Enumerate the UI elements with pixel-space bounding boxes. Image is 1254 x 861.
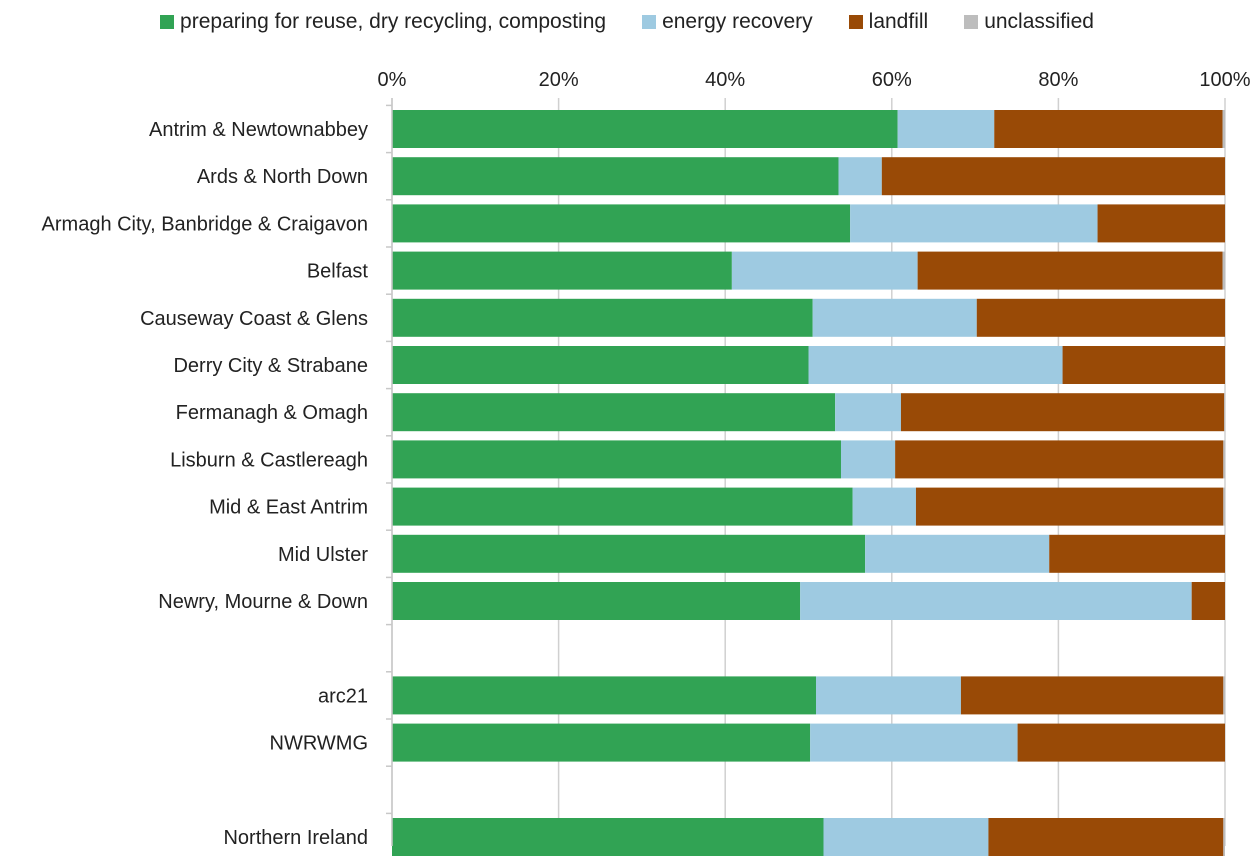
bar-preparing-for-reuse-dry-recycling-composting-lisburn-castlereagh <box>392 440 841 479</box>
bar-energy-recovery-derry-city-strabane <box>808 346 1063 384</box>
legend-swatch <box>964 15 979 29</box>
category-label-newry-mourne-down: Newry, Mourne & Down <box>158 591 368 613</box>
bar-preparing-for-reuse-dry-recycling-composting-causeway-coast-glens <box>392 298 813 337</box>
legend-item-energy-recovery: energy recovery <box>642 10 813 34</box>
bar-preparing-for-reuse-dry-recycling-composting-northern-ireland <box>392 818 824 856</box>
y-axis <box>386 98 393 846</box>
category-label-mid-east-antrim: Mid & East Antrim <box>209 497 368 519</box>
bar-landfill-nwrwmg <box>1017 723 1225 762</box>
x-tick-label: 60% <box>872 69 912 91</box>
bar-energy-recovery-belfast <box>731 251 918 290</box>
legend-label: unclassified <box>984 10 1094 33</box>
bar-energy-recovery-northern-ireland <box>823 818 989 856</box>
bar-landfill-northern-ireland <box>988 818 1224 856</box>
bar-landfill-armagh-city-banbridge-craigavon <box>1097 204 1225 243</box>
bar-energy-recovery-armagh-city-banbridge-craigavon <box>850 204 1098 243</box>
category-label-nwrwmg: NWRWMG <box>270 733 369 755</box>
bar-preparing-for-reuse-dry-recycling-composting-mid-east-antrim <box>392 487 853 526</box>
bar-energy-recovery-mid-ulster <box>865 534 1050 573</box>
category-label-causeway-coast-glens: Causeway Coast & Glens <box>140 308 368 330</box>
x-tick-label: 40% <box>705 69 745 91</box>
bar-landfill-antrim-newtownabbey <box>994 110 1223 148</box>
bar-landfill-causeway-coast-glens <box>976 298 1225 337</box>
legend-item-preparing-for-reuse-dry-recycling-composting: preparing for reuse, dry recycling, comp… <box>160 10 606 34</box>
bar-landfill-lisburn-castlereagh <box>895 440 1224 479</box>
x-axis-ticks: 0% 20% 40% 60% 80% 100% <box>378 69 1251 91</box>
category-label-derry-city-strabane: Derry City & Strabane <box>173 355 368 377</box>
bar-unclassified-arc21 <box>1223 676 1225 715</box>
x-tick-label: 20% <box>539 69 579 91</box>
category-label-lisburn-castlereagh: Lisburn & Castlereagh <box>170 449 368 471</box>
bars <box>392 110 1225 856</box>
bar-unclassified-fermanagh-omagh <box>1224 393 1225 432</box>
category-label-arc21: arc21 <box>318 685 368 707</box>
bar-energy-recovery-causeway-coast-glens <box>812 298 977 337</box>
bar-unclassified-mid-east-antrim <box>1223 487 1225 526</box>
category-labels: Antrim & Newtownabbey Ards & North Down Ar… <box>42 119 369 849</box>
category-label-armagh-city-banbridge-craigavon: Armagh City, Banbridge & Craigavon <box>42 213 368 235</box>
x-tick-label: 100% <box>1199 69 1250 91</box>
bar-energy-recovery-antrim-newtownabbey <box>897 110 995 148</box>
category-label-fermanagh-omagh: Fermanagh & Omagh <box>176 402 368 424</box>
bar-landfill-ards-north-down <box>881 157 1225 196</box>
x-tick-label: 0% <box>378 69 407 91</box>
bar-unclassified-lisburn-castlereagh <box>1223 440 1225 479</box>
legend-swatch <box>160 15 175 29</box>
bar-landfill-mid-east-antrim <box>915 487 1224 526</box>
bar-energy-recovery-arc21 <box>815 676 961 715</box>
bar-preparing-for-reuse-dry-recycling-composting-belfast <box>392 251 732 290</box>
category-label-mid-ulster: Mid Ulster <box>278 544 368 566</box>
bar-preparing-for-reuse-dry-recycling-composting-ards-north-down <box>392 157 839 196</box>
bar-preparing-for-reuse-dry-recycling-composting-antrim-newtownabbey <box>392 110 898 148</box>
legend-item-landfill: landfill <box>848 10 929 34</box>
bar-preparing-for-reuse-dry-recycling-composting-armagh-city-banbridge-craigavon <box>392 204 851 243</box>
bar-energy-recovery-newry-mourne-down <box>800 582 1192 620</box>
legend-label: energy recovery <box>662 10 813 33</box>
bar-energy-recovery-mid-east-antrim <box>852 487 916 526</box>
chart-legend: preparing for reuse, dry recycling, comp… <box>0 10 1254 34</box>
bar-energy-recovery-fermanagh-omagh <box>835 393 901 432</box>
legend-item-unclassified: unclassified <box>964 10 1094 34</box>
legend-swatch <box>848 15 863 29</box>
bar-unclassified-northern-ireland <box>1223 818 1225 856</box>
bar-energy-recovery-ards-north-down <box>838 157 882 196</box>
category-label-belfast: Belfast <box>307 261 369 283</box>
legend-swatch <box>642 15 657 29</box>
bar-landfill-newry-mourne-down <box>1191 582 1225 620</box>
bar-landfill-arc21 <box>960 676 1224 715</box>
bar-landfill-belfast <box>917 251 1223 290</box>
category-label-northern-ireland: Northern Ireland <box>223 827 368 849</box>
bar-preparing-for-reuse-dry-recycling-composting-mid-ulster <box>392 534 866 573</box>
bar-preparing-for-reuse-dry-recycling-composting-nwrwmg <box>392 723 811 762</box>
category-label-antrim-newtownabbey: Antrim & Newtownabbey <box>149 119 368 141</box>
legend-label: landfill <box>868 10 929 33</box>
bar-landfill-derry-city-strabane <box>1062 346 1225 384</box>
x-tick-label: 80% <box>1038 69 1078 91</box>
bar-preparing-for-reuse-dry-recycling-composting-fermanagh-omagh <box>392 393 836 432</box>
bar-energy-recovery-nwrwmg <box>810 723 1018 762</box>
bar-preparing-for-reuse-dry-recycling-composting-arc21 <box>392 676 816 715</box>
bar-landfill-fermanagh-omagh <box>900 393 1225 432</box>
bar-landfill-mid-ulster <box>1049 534 1225 573</box>
bar-unclassified-antrim-newtownabbey <box>1222 110 1225 148</box>
legend-label: preparing for reuse, dry recycling, comp… <box>180 10 607 33</box>
bar-unclassified-belfast <box>1222 251 1225 290</box>
bar-preparing-for-reuse-dry-recycling-composting-newry-mourne-down <box>392 582 801 620</box>
bar-energy-recovery-lisburn-castlereagh <box>840 440 896 479</box>
category-label-ards-north-down: Ards & North Down <box>197 166 368 188</box>
bar-preparing-for-reuse-dry-recycling-composting-derry-city-strabane <box>392 346 809 384</box>
